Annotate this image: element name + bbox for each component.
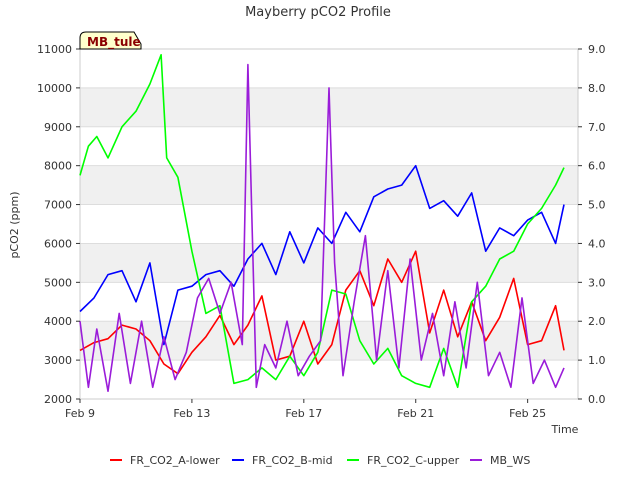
y2-tick-label: 2.0 — [588, 315, 606, 328]
y2-tick-label: 7.0 — [588, 121, 606, 134]
grid-band — [80, 243, 578, 283]
y2-tick-label: 5.0 — [588, 199, 606, 212]
y2-tick-label: 6.0 — [588, 160, 606, 173]
x-tick-label: Feb 13 — [173, 407, 210, 420]
grid-band — [80, 360, 578, 399]
x-tick-label: Feb 21 — [397, 407, 434, 420]
y2-tick-label: 0.0 — [588, 393, 606, 406]
y2-tick-label: 3.0 — [588, 276, 606, 289]
y2-tick-label: 1.0 — [588, 354, 606, 367]
y-tick-label: 5000 — [44, 276, 72, 289]
y-tick-label: 11000 — [37, 43, 72, 56]
y-tick-label: 3000 — [44, 354, 72, 367]
y-tick-label: 6000 — [44, 237, 72, 250]
x-axis-title: Time — [551, 423, 579, 436]
legend-item: FR_CO2_C-upper — [347, 454, 460, 467]
legend-label: MB_WS — [490, 454, 530, 467]
y-tick-label: 2000 — [44, 393, 72, 406]
legend-label: FR_CO2_C-upper — [367, 454, 460, 467]
y2-tick-label: 9.0 — [588, 43, 606, 56]
y-tick-label: 9000 — [44, 121, 72, 134]
legend-item: FR_CO2_B-mid — [232, 454, 333, 467]
legend-item: MB_WS — [470, 454, 530, 467]
y-tick-label: 7000 — [44, 199, 72, 212]
chart-title: Mayberry pCO2 Profile — [245, 5, 391, 20]
y-tick-label: 10000 — [37, 82, 72, 95]
series-line-MB_WS — [79, 63, 565, 393]
y-tick-label: 8000 — [44, 160, 72, 173]
x-tick-label: Feb 17 — [285, 407, 322, 420]
y2-tick-label: 8.0 — [588, 82, 606, 95]
y2-tick-label: 4.0 — [588, 237, 606, 250]
legend-label: FR_CO2_B-mid — [252, 454, 333, 467]
x-tick-label: Feb 25 — [509, 407, 546, 420]
grid-band — [80, 126, 578, 166]
legend: FR_CO2_A-lower FR_CO2_B-mid FR_CO2_C-upper… — [110, 454, 530, 467]
site-badge-label: MB_tule — [87, 35, 141, 50]
grid-band — [80, 165, 578, 205]
series-line-FR_CO2_C-upper — [79, 53, 565, 389]
grid-band — [80, 321, 578, 361]
grid-band — [80, 49, 578, 88]
plot-frame — [79, 48, 579, 400]
y-axis-title: pCO2 (ppm) — [8, 191, 21, 258]
series-line-FR_CO2_A-lower — [79, 250, 565, 375]
grid-band — [80, 204, 578, 244]
legend-label: FR_CO2_A-lower — [130, 454, 220, 467]
y-tick-label: 4000 — [44, 315, 72, 328]
legend-item: FR_CO2_A-lower — [110, 454, 220, 467]
site-badge: MB_tule — [79, 31, 142, 50]
x-tick-label: Feb 9 — [65, 407, 95, 420]
